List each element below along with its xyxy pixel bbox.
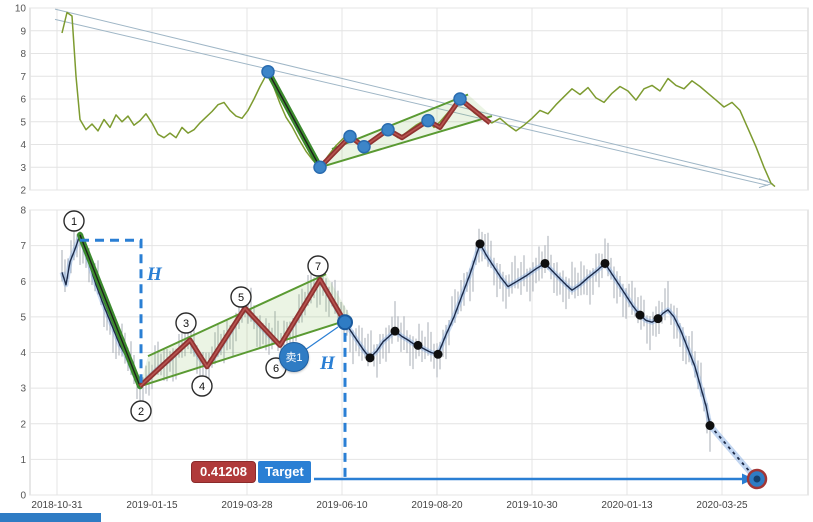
flag-height-label-1: H [147, 264, 162, 286]
annotation-overlay: H H 卖1 0.41208 Target [0, 0, 813, 522]
sell-signal-label: 卖1 [285, 349, 302, 365]
target-annotation: 0.41208 Target [191, 461, 311, 483]
flag-height-label-2: H [320, 353, 335, 375]
trading-chart-canvas: 10987654328765432102018-10-312019-01-152… [0, 0, 813, 522]
target-price-badge: 0.41208 [191, 461, 256, 483]
sell-signal-badge[interactable]: 卖1 [279, 342, 309, 372]
target-tag-badge: Target [258, 461, 311, 483]
bottom-bar-segment [0, 513, 101, 522]
